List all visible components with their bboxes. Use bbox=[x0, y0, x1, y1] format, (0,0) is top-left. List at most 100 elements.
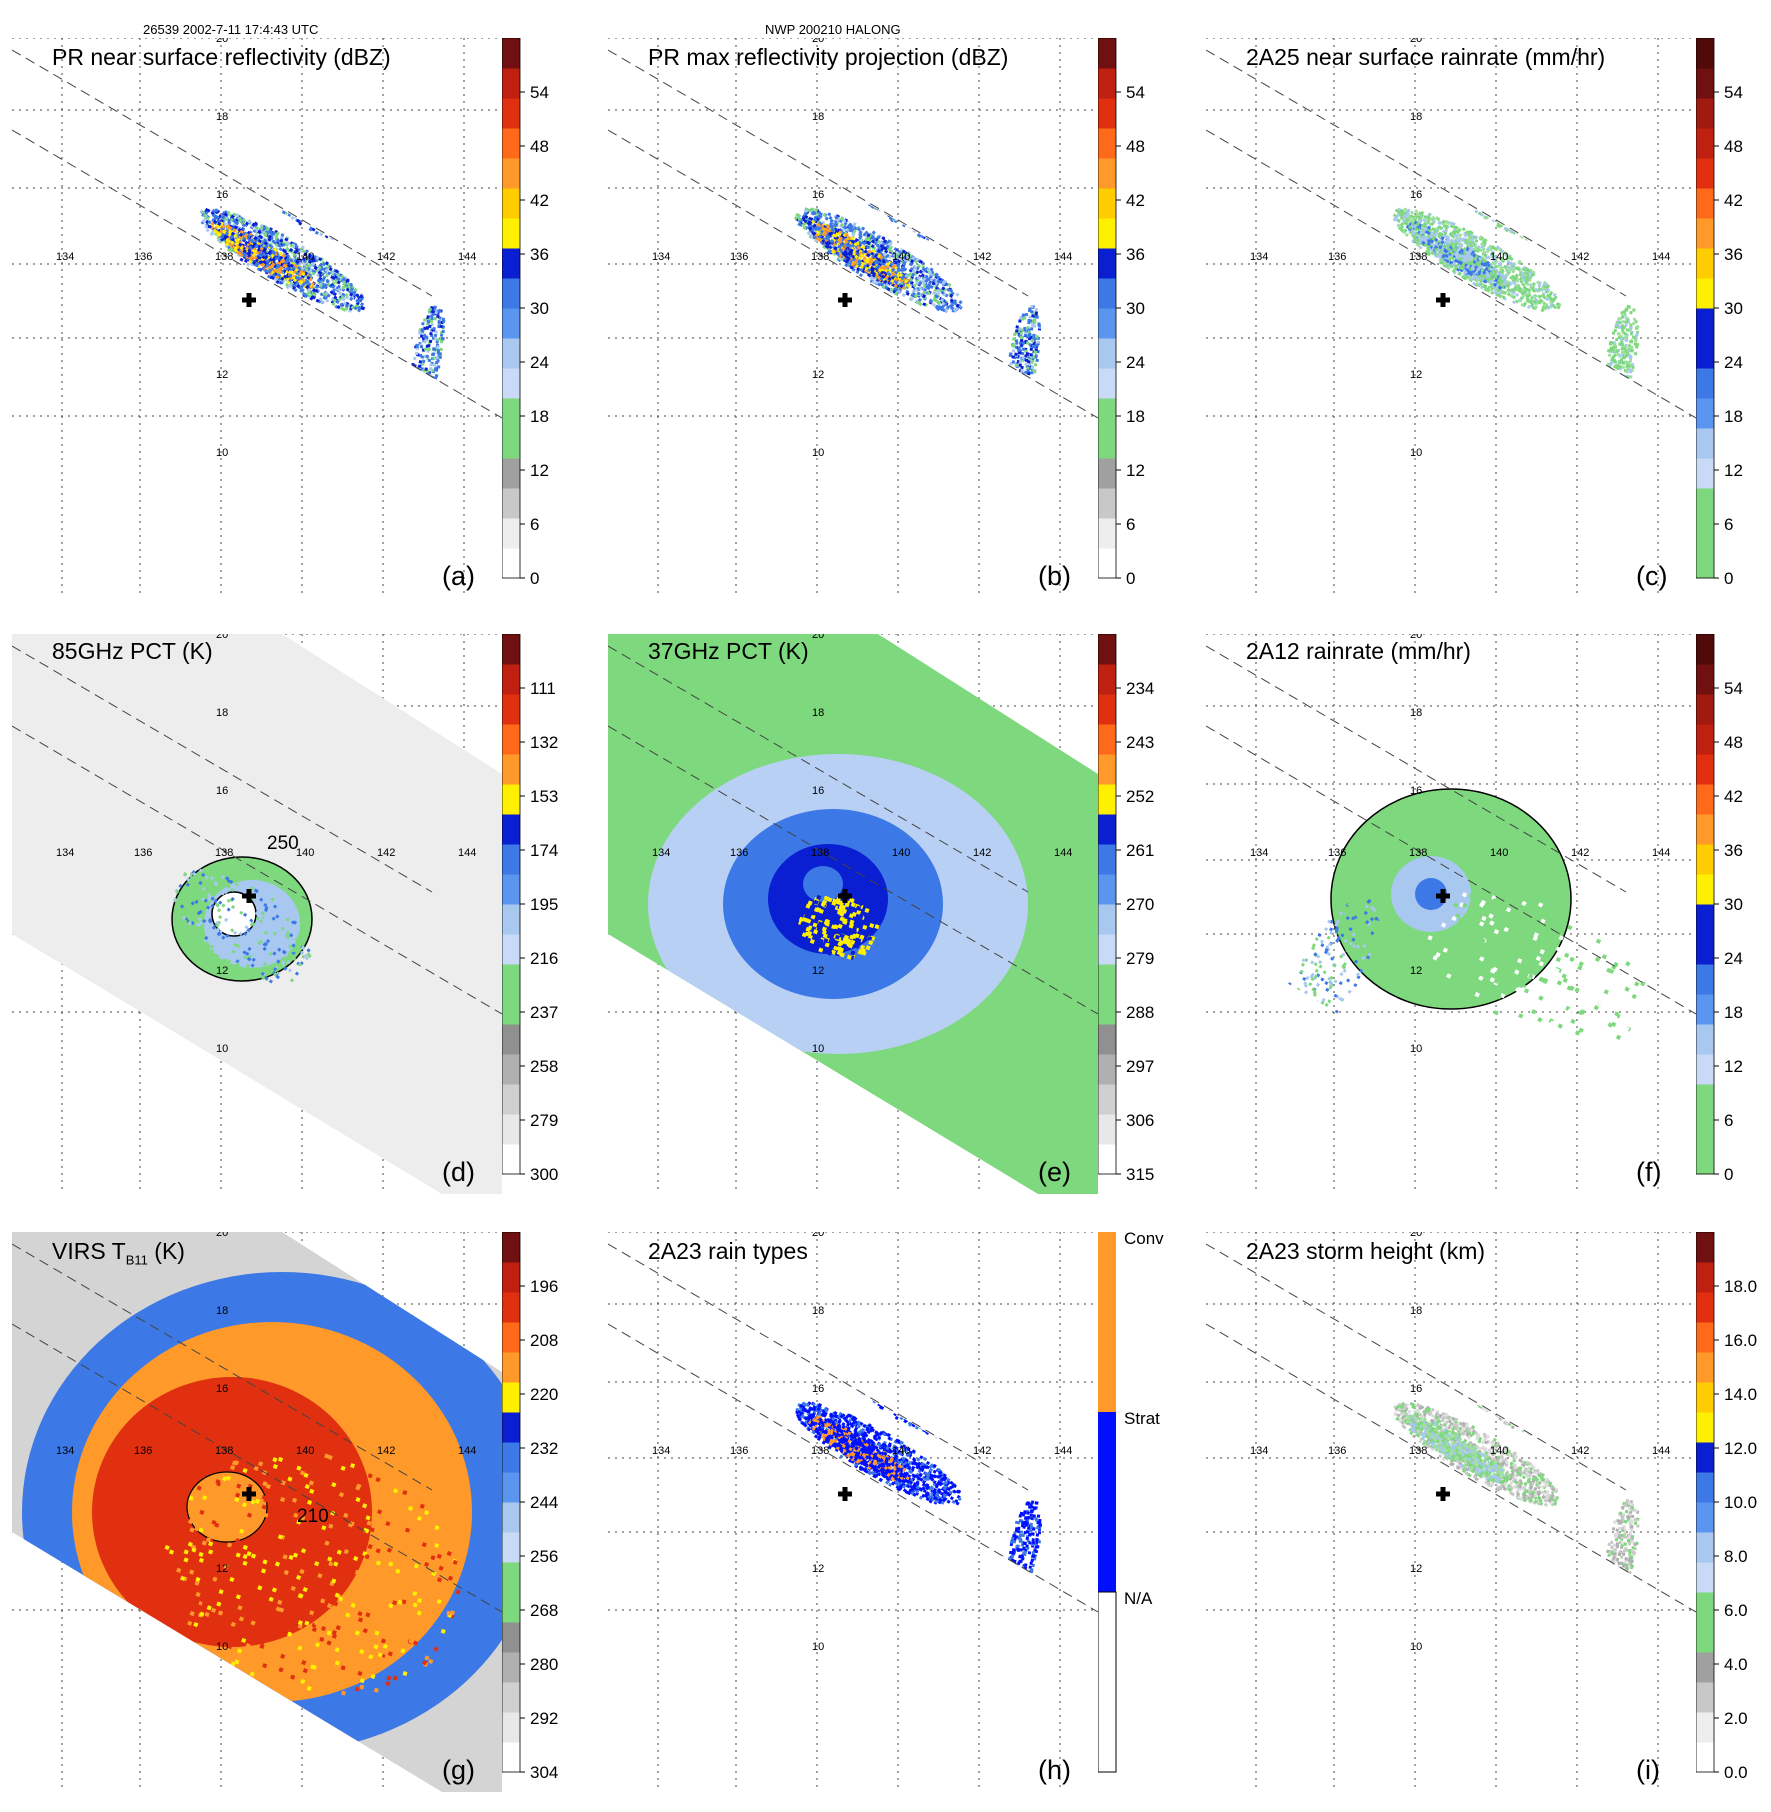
rainband-upper-cell bbox=[314, 199, 318, 203]
rainband-east-cell bbox=[415, 385, 418, 388]
colorbar-segment bbox=[502, 98, 520, 129]
rainband-east-cell bbox=[426, 326, 429, 329]
rainband-upper-cell bbox=[959, 228, 963, 232]
rainband-upper-cell bbox=[907, 215, 911, 219]
rainband-east-cell bbox=[1017, 346, 1020, 349]
rainband-upper-cell bbox=[318, 198, 322, 202]
rainband-upper-cell bbox=[251, 174, 255, 178]
rainband-east-cell bbox=[413, 357, 416, 360]
rainband-east-cell bbox=[1015, 325, 1018, 328]
rainband-upper-cell bbox=[319, 232, 323, 236]
rainband-east-cell bbox=[1027, 372, 1030, 375]
rainband-upper-cell bbox=[371, 239, 375, 243]
rainband-upper-cell bbox=[289, 189, 293, 193]
rainband-east-cell bbox=[1011, 370, 1014, 373]
rainband-upper-cell bbox=[864, 183, 868, 187]
rainband-upper-cell bbox=[863, 192, 867, 196]
colorbar-segment bbox=[1098, 278, 1116, 309]
rainband-upper-cell bbox=[939, 219, 943, 223]
rainband-upper-cell bbox=[273, 197, 277, 201]
rainband-upper-cell bbox=[945, 219, 949, 223]
rainband-upper-cell bbox=[870, 182, 874, 186]
rainband-east-cell bbox=[412, 388, 415, 391]
rainband-upper-cell bbox=[342, 225, 346, 229]
rainband-east-cell bbox=[416, 396, 419, 399]
rainband-upper-cell bbox=[346, 233, 350, 237]
rainband-upper-cell bbox=[932, 208, 936, 212]
rainband-upper-cell bbox=[905, 192, 909, 196]
rainband-east-cell bbox=[428, 384, 431, 387]
rainband-upper-cell bbox=[365, 244, 369, 248]
rainband-upper-cell bbox=[370, 242, 374, 246]
rainband-upper-cell bbox=[301, 201, 305, 205]
rainband-upper-cell bbox=[256, 176, 260, 180]
rainband-upper-cell bbox=[349, 233, 353, 237]
rainband-upper-cell bbox=[325, 206, 329, 210]
rainband-upper-cell bbox=[250, 175, 254, 179]
rainband-east-cell bbox=[421, 383, 424, 386]
rainband-upper-cell bbox=[316, 204, 320, 208]
rainband-east-cell bbox=[414, 383, 417, 386]
rainband-east-cell bbox=[420, 381, 423, 384]
rainband-upper-cell bbox=[362, 239, 366, 243]
rainband-upper-cell bbox=[271, 184, 275, 188]
rainband-east-cell bbox=[424, 348, 427, 351]
rainband-upper-cell bbox=[273, 195, 277, 199]
rainband-upper-cell bbox=[913, 216, 917, 220]
rainband-upper-cell bbox=[850, 177, 854, 181]
rainband-upper-cell bbox=[959, 239, 963, 243]
rainband-east-cell bbox=[1033, 370, 1036, 373]
rainband-east-cell bbox=[1026, 369, 1029, 372]
swath-edge-lower bbox=[608, 130, 1098, 418]
rainband-upper-cell bbox=[346, 236, 350, 240]
rainband-east-cell bbox=[1018, 319, 1021, 322]
rainband-upper-cell bbox=[954, 226, 958, 230]
rainband-upper-cell bbox=[260, 189, 264, 193]
rainband-upper-cell bbox=[321, 218, 325, 222]
rainband-east-cell bbox=[421, 389, 424, 392]
rainband-east-cell bbox=[1009, 386, 1012, 389]
rainband-upper-cell bbox=[356, 245, 360, 249]
rainband-east-cell bbox=[1020, 369, 1023, 372]
rainband-east-cell bbox=[415, 352, 418, 355]
rainband-upper-cell bbox=[352, 219, 356, 223]
rainband-upper-cell bbox=[327, 220, 331, 224]
rainband-upper-cell bbox=[277, 179, 281, 183]
rainband-upper-cell bbox=[915, 202, 919, 206]
rainband-upper-cell bbox=[287, 185, 291, 189]
rainband-upper-cell bbox=[848, 183, 852, 187]
rainband-upper-cell bbox=[962, 239, 966, 243]
rainband-upper-cell bbox=[880, 203, 884, 207]
rainband-upper-cell bbox=[882, 201, 886, 205]
rainband-upper-cell bbox=[853, 170, 857, 174]
rainband-outer-cell bbox=[1405, 233, 1409, 237]
rainband-upper-cell bbox=[280, 179, 284, 183]
rainband-upper-cell bbox=[952, 236, 956, 240]
rainband-upper-cell bbox=[364, 231, 368, 235]
rainband-upper-cell bbox=[884, 193, 888, 197]
rainband-upper-cell bbox=[956, 241, 960, 245]
rainband-upper-cell bbox=[901, 216, 905, 220]
rainband-upper-cell bbox=[262, 190, 266, 194]
rainband-upper-cell bbox=[869, 184, 873, 188]
rainband-upper-cell bbox=[340, 206, 344, 210]
rainband-east-cell bbox=[414, 395, 417, 398]
rainband-east-cell bbox=[420, 394, 423, 397]
rainband-upper-cell bbox=[867, 172, 871, 176]
rainband-upper-cell bbox=[302, 190, 306, 194]
rainband-upper-cell bbox=[913, 217, 917, 221]
rainband-east-cell bbox=[422, 359, 425, 362]
rainband-east-cell bbox=[427, 383, 430, 386]
rainband-east-cell bbox=[1031, 366, 1034, 369]
rainband-east-cell bbox=[1029, 319, 1032, 322]
rainband-upper-cell bbox=[882, 204, 886, 208]
rainband-upper-cell bbox=[343, 231, 347, 235]
rainband-upper-cell bbox=[868, 176, 872, 180]
rainband-upper-cell bbox=[310, 218, 314, 222]
rainband-upper-cell bbox=[865, 171, 869, 175]
rainband-upper-cell bbox=[886, 205, 890, 209]
colorbar-tick-label: 42 bbox=[530, 191, 549, 210]
rainband-upper-cell bbox=[855, 191, 859, 195]
rainband-upper-cell bbox=[287, 193, 291, 197]
